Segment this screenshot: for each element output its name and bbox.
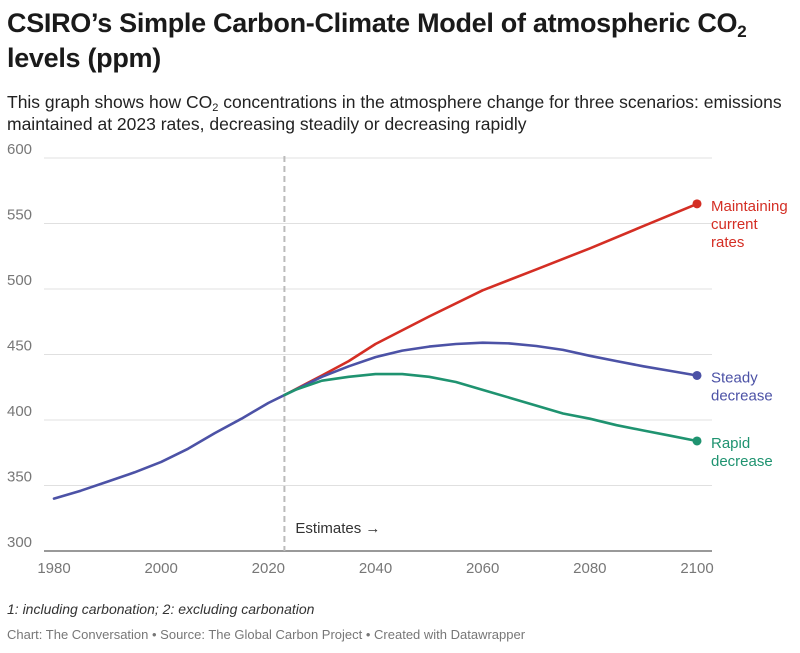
y-tick-label: 600	[7, 141, 32, 158]
series-label-2: Rapid decrease	[711, 435, 773, 470]
x-tick-label: 1980	[37, 560, 70, 577]
series-line-2	[284, 374, 697, 441]
line-chart: 300 350 400 450 500 550 600 1980 2000 2020 2040 20…	[0, 0, 800, 653]
series-label-line: Maintaining	[711, 198, 788, 215]
y-tick-label: 450	[7, 338, 32, 355]
series-label-line: current	[711, 216, 759, 233]
series-label-0: Maintaining current rates	[711, 198, 788, 251]
y-axis-ticks: 300 350 400 450 500 550 600	[7, 141, 32, 551]
series-lines	[54, 199, 702, 498]
x-axis-ticks: 1980 2000 2020 2040 2060 2080 2100	[37, 560, 713, 577]
gridlines	[44, 158, 712, 551]
y-tick-label: 550	[7, 207, 32, 224]
x-tick-label: 2060	[466, 560, 499, 577]
series-end-marker-0	[693, 199, 702, 208]
y-tick-label: 400	[7, 403, 32, 420]
series-end-marker-2	[693, 436, 702, 445]
x-tick-label: 2000	[144, 560, 177, 577]
x-tick-label: 2020	[252, 560, 285, 577]
chart-footer: Chart: The Conversation • Source: The Gl…	[7, 627, 525, 642]
series-end-marker-1	[693, 371, 702, 380]
series-label-line: decrease	[711, 453, 773, 470]
x-tick-label: 2040	[359, 560, 392, 577]
series-label-line: rates	[711, 234, 744, 251]
y-tick-label: 350	[7, 469, 32, 486]
y-tick-label: 300	[7, 534, 32, 551]
chart-notes: 1: including carbonation; 2: excluding c…	[7, 601, 314, 617]
x-tick-label: 2100	[680, 560, 713, 577]
series-label-1: Steady decrease	[711, 369, 773, 404]
estimates-annotation: Estimates →	[295, 520, 380, 537]
series-label-line: Steady	[711, 369, 758, 386]
x-tick-label: 2080	[573, 560, 606, 577]
series-label-line: Rapid	[711, 435, 750, 452]
y-tick-label: 500	[7, 272, 32, 289]
series-label-line: decrease	[711, 387, 773, 404]
